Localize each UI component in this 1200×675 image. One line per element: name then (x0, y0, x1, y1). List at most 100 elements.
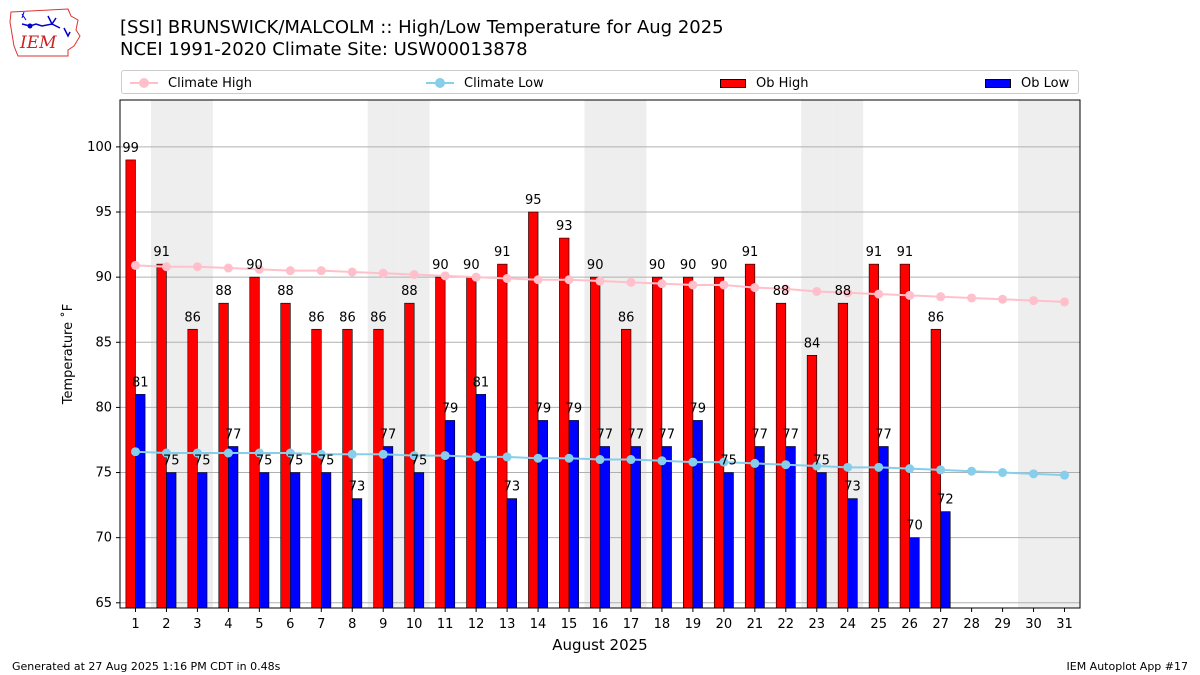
ob-high-label: 90 (432, 258, 449, 273)
ob-high-bar (497, 263, 508, 609)
climate-high-point (223, 263, 233, 273)
ob-low-label: 75 (411, 454, 428, 469)
app-credit: IEM Autoplot App #17 (1066, 660, 1189, 673)
legend-label: Ob Low (1021, 75, 1070, 91)
ob-high-label: 88 (401, 284, 418, 299)
x-tick-label: 14 (530, 617, 547, 632)
x-tick-label: 20 (716, 617, 733, 632)
ob-high-bar (435, 276, 446, 609)
ob-low-bar (413, 472, 425, 609)
climate-high-point (967, 293, 977, 303)
climate-low-point (316, 449, 326, 459)
climate-low-point (626, 455, 636, 465)
weekend-band (1018, 100, 1050, 608)
weekend-band (1049, 100, 1080, 608)
ob-high-bar (713, 276, 725, 609)
ob-low-label: 75 (287, 454, 304, 469)
climate-low-point (843, 462, 853, 472)
climate-high-point (688, 280, 698, 290)
x-tick-label: 11 (437, 617, 454, 632)
x-tick-label: 8 (348, 617, 356, 632)
ob-high-bar (311, 328, 322, 609)
ob-low-label: 79 (566, 401, 583, 416)
ob-high-label: 91 (153, 245, 170, 260)
x-tick-label: 1 (131, 617, 139, 632)
ob-low-label: 75 (813, 454, 830, 469)
climate-high-point (1060, 297, 1070, 307)
ob-high-label: 88 (277, 284, 294, 299)
climate-high-point (1029, 296, 1039, 306)
ob-low-label: 77 (225, 427, 242, 442)
ob-high-bar (466, 276, 477, 609)
climate-low-point (998, 468, 1008, 478)
climate-low-point (161, 448, 171, 458)
ob-high-label: 91 (897, 245, 914, 260)
climate-high-point (254, 264, 264, 274)
ob-low-label: 77 (597, 427, 614, 442)
ob-low-label: 73 (349, 480, 366, 495)
ob-high-bar (156, 263, 167, 609)
ob-high-label: 91 (494, 245, 511, 260)
x-tick-label: 26 (901, 617, 918, 632)
climate-low-point (471, 452, 481, 462)
climate-high-point (781, 284, 791, 294)
climate-low-point (750, 458, 760, 468)
y-tick-label: 70 (95, 531, 112, 546)
climate-high-point (502, 273, 512, 283)
climate-low-point (812, 461, 822, 471)
climate-low-point (936, 465, 946, 475)
x-tick-label: 30 (1025, 617, 1042, 632)
ob-high-label: 91 (742, 245, 759, 260)
ob-high-bar (249, 276, 260, 609)
ob-low-label: 81 (473, 375, 490, 390)
ob-high-label: 88 (835, 284, 852, 299)
ob-low-label: 73 (504, 480, 521, 495)
ob-low-bar (351, 498, 363, 609)
ob-high-bar (590, 276, 601, 609)
ob-high-label: 90 (680, 258, 697, 273)
climate-high-point (409, 270, 419, 280)
climate-high-point (471, 272, 481, 282)
iowa-map-icon (9, 8, 81, 57)
ob-high-bar (837, 302, 849, 609)
y-tick-label: 95 (95, 205, 112, 220)
ob-low-label: 77 (627, 427, 644, 442)
climate-low-point (688, 457, 698, 467)
ob-low-label: 75 (194, 454, 211, 469)
ob-low-label: 73 (844, 480, 861, 495)
ob-high-bar (342, 328, 353, 609)
climate-low-point (440, 451, 450, 461)
climate-high-point (843, 288, 853, 298)
climate-low-point (192, 448, 202, 458)
climate-low-point (347, 449, 357, 459)
ob-low-bar (290, 472, 301, 609)
climate-high-point (905, 290, 915, 300)
climate-low-point (502, 452, 512, 462)
climate-high-point (378, 268, 388, 278)
climate-high-point (719, 280, 729, 290)
iem-logo: IEM (8, 6, 82, 58)
climate-high-point (998, 294, 1008, 304)
ob-low-bar (816, 472, 827, 609)
y-tick-label: 65 (95, 596, 112, 611)
ob-low-bar (166, 472, 177, 609)
climate-high-point (750, 283, 760, 293)
legend-climate-high: Climate High (130, 71, 252, 95)
ob-low-bar (506, 498, 517, 609)
ob-high-label: 86 (618, 310, 635, 325)
chart-title: [SSI] BRUNSWICK/MALCOLM :: High/Low Temp… (120, 17, 724, 38)
ob-low-label: 79 (442, 401, 459, 416)
x-tick-label: 29 (994, 617, 1011, 632)
climate-low-point (1029, 469, 1039, 479)
climate-low-point (1060, 470, 1070, 480)
legend-climate-low: Climate Low (426, 71, 544, 95)
x-tick-label: 28 (963, 617, 980, 632)
ob-low-label: 79 (535, 401, 552, 416)
x-tick-label: 4 (224, 617, 232, 632)
ob-high-bar (775, 302, 787, 609)
climate-high-point (812, 286, 822, 296)
x-tick-label: 18 (654, 617, 671, 632)
climate-low-point (781, 460, 791, 470)
climate-high-point (626, 277, 636, 287)
ob-high-bar (683, 276, 694, 609)
